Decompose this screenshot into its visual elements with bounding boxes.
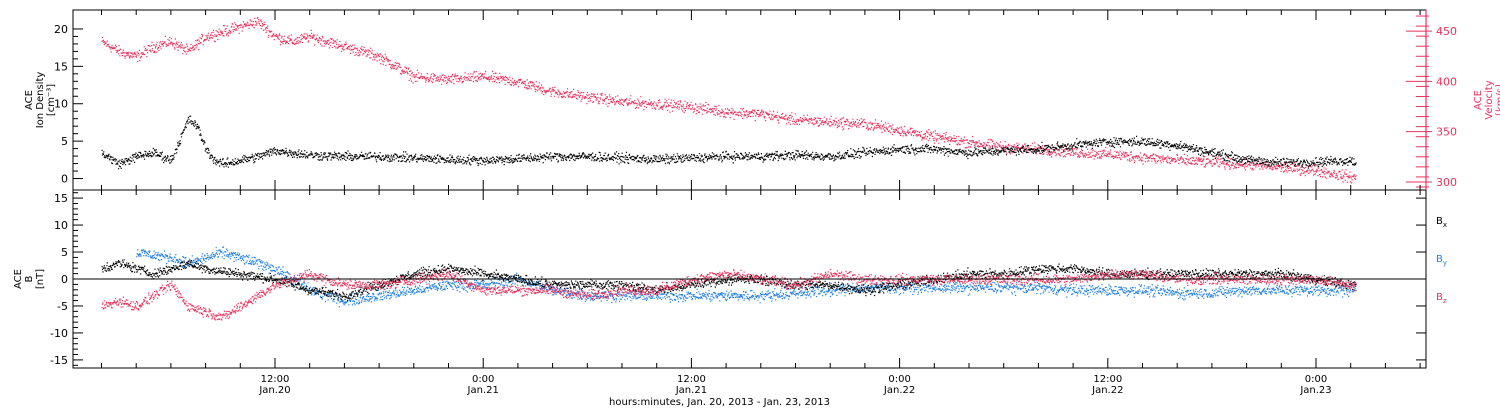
axes bbox=[72, 9, 1432, 369]
top-panel-frame bbox=[72, 9, 1427, 191]
x-tick-date-label: Jan.22 bbox=[1091, 385, 1123, 396]
bottom-panel-data bbox=[101, 246, 1357, 321]
series-velocity bbox=[101, 17, 1357, 184]
x-tick-time-label: 12:00 bbox=[677, 374, 706, 385]
x-tick-date-label: Jan.21 bbox=[467, 385, 499, 396]
b-axis-title-line: B bbox=[24, 275, 35, 282]
series-bz-points bbox=[101, 268, 1357, 321]
density-axis-title: ACE Ion Density [cm⁻³] bbox=[24, 72, 57, 129]
legend-bz: Bz bbox=[1436, 292, 1447, 305]
top-panel-data bbox=[101, 17, 1357, 184]
legend-bx: Bx bbox=[1436, 216, 1447, 229]
series-bx bbox=[101, 259, 1357, 302]
legend-bx-sub: x bbox=[1443, 221, 1447, 229]
x-axis-title: hours:minutes, Jan. 20, 2013 - Jan. 23, … bbox=[609, 397, 830, 408]
series-density bbox=[101, 115, 1357, 170]
b-tick-label: 15 bbox=[54, 192, 68, 205]
x-tick-date-label: Jan.21 bbox=[675, 385, 707, 396]
b-tick-label: -5 bbox=[57, 300, 68, 313]
axis-labels: 05101520300350400450-15-10-505101512:00J… bbox=[13, 23, 1500, 408]
legend-bz-sub: z bbox=[1443, 297, 1447, 305]
series-bz bbox=[101, 268, 1357, 321]
velocity-axis-title-line: ACE bbox=[1473, 90, 1484, 110]
velocity-tick-label: 450 bbox=[1436, 25, 1457, 38]
b-tick-label: -15 bbox=[50, 354, 68, 367]
b-axis-title: ACE B [nT] bbox=[13, 269, 46, 289]
density-axis-title-line: [cm⁻³] bbox=[46, 84, 57, 116]
density-axis-title-line: ACE bbox=[24, 90, 35, 110]
velocity-axis-title-line: Velocity bbox=[1484, 80, 1495, 119]
b-tick-label: 5 bbox=[61, 246, 68, 259]
series-velocity-points bbox=[101, 17, 1357, 184]
x-tick-date-label: Jan.23 bbox=[1299, 385, 1331, 396]
b-tick-label: 0 bbox=[61, 273, 68, 286]
velocity-axis-title: ACE Velocity [km/s] bbox=[1473, 80, 1500, 119]
density-tick-label: 0 bbox=[61, 173, 68, 186]
x-tick-time-label: 0:00 bbox=[888, 374, 910, 385]
velocity-tick-label: 300 bbox=[1436, 176, 1457, 189]
legend-by: By bbox=[1436, 254, 1447, 267]
x-tick-time-label: 0:00 bbox=[472, 374, 494, 385]
density-tick-label: 15 bbox=[54, 60, 68, 73]
x-tick-date-label: Jan.20 bbox=[258, 385, 290, 396]
series-bx-points bbox=[101, 259, 1357, 302]
x-tick-time-label: 12:00 bbox=[1093, 374, 1122, 385]
b-tick-label: 10 bbox=[54, 219, 68, 232]
density-tick-label: 20 bbox=[54, 23, 68, 36]
x-tick-time-label: 12:00 bbox=[261, 374, 290, 385]
b-axis-title-line: ACE bbox=[13, 269, 24, 289]
x-tick-time-label: 0:00 bbox=[1305, 374, 1327, 385]
series-density-points bbox=[101, 115, 1357, 170]
b-tick-label: -10 bbox=[50, 327, 68, 340]
legend-by-sub: y bbox=[1443, 259, 1447, 267]
x-tick-date-label: Jan.22 bbox=[883, 385, 915, 396]
density-axis-title-line: Ion Density bbox=[35, 72, 46, 129]
velocity-axis-title-line: [km/s] bbox=[1495, 84, 1500, 116]
b-axis-title-line: [nT] bbox=[35, 269, 46, 289]
density-tick-label: 5 bbox=[61, 135, 68, 148]
velocity-tick-label: 400 bbox=[1436, 75, 1457, 88]
velocity-tick-label: 350 bbox=[1436, 126, 1457, 139]
density-tick-label: 10 bbox=[54, 98, 68, 111]
